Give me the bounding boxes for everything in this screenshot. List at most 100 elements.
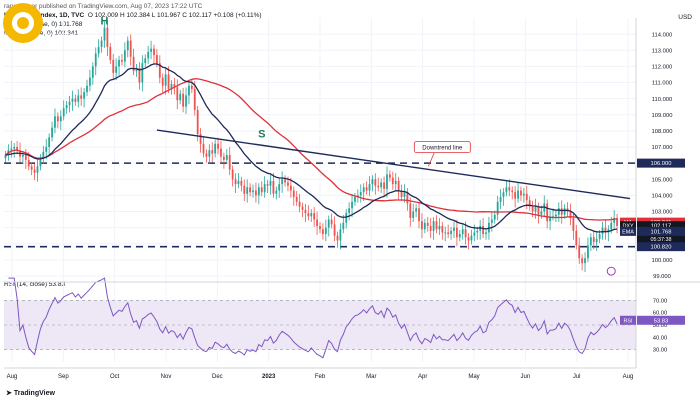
- candle: [432, 217, 435, 240]
- candle-body: [284, 179, 286, 183]
- candle-body: [330, 219, 333, 225]
- candle: [537, 202, 540, 224]
- candle: [234, 173, 237, 193]
- candle-body: [354, 196, 356, 202]
- candle: [560, 200, 563, 224]
- candle: [584, 252, 586, 272]
- price-tick-label: 112.000: [652, 65, 673, 71]
- candle-body: [86, 85, 88, 93]
- candle-body: [30, 166, 33, 170]
- candle-body: [249, 187, 252, 193]
- candle: [528, 196, 531, 211]
- price-label: EMA 101.768: [620, 226, 685, 236]
- candle-body: [228, 155, 231, 170]
- candle: [257, 183, 260, 205]
- candle-body: [348, 208, 351, 214]
- candle-body: [13, 147, 16, 149]
- candle: [476, 226, 479, 240]
- candle: [121, 53, 123, 66]
- rsi-tick-label: 70.00: [653, 298, 668, 304]
- downtrend-line: [156, 129, 631, 200]
- candle-body: [132, 56, 135, 72]
- candle-body: [319, 226, 321, 230]
- candle-body: [272, 180, 275, 194]
- candle: [569, 203, 572, 226]
- candle: [260, 181, 263, 197]
- candle-body: [450, 230, 452, 235]
- candle: [552, 208, 554, 221]
- candle-body: [560, 208, 563, 215]
- candle: [173, 78, 176, 95]
- candle-body: [83, 92, 85, 99]
- candle-body: [423, 222, 426, 230]
- price-tick-label: 103.000: [652, 210, 673, 216]
- candle-body: [461, 229, 464, 235]
- candle: [546, 199, 549, 229]
- candle-body: [138, 67, 141, 83]
- candle: [348, 202, 351, 221]
- candle: [74, 94, 77, 106]
- candle-body: [403, 192, 406, 197]
- candle: [42, 145, 45, 164]
- candle-body: [193, 88, 196, 110]
- candle-body: [217, 143, 219, 149]
- candle: [243, 179, 246, 202]
- candle-body: [123, 50, 126, 62]
- ema-20-line: [5, 63, 618, 233]
- candle: [601, 221, 604, 240]
- candle-body: [246, 187, 249, 194]
- candle-body: [214, 143, 217, 154]
- candle: [485, 228, 487, 240]
- candle: [444, 226, 447, 242]
- candle: [115, 58, 118, 81]
- candle: [275, 186, 278, 200]
- candle: [581, 254, 584, 271]
- candle: [217, 137, 219, 155]
- candle: [295, 191, 298, 206]
- candle: [391, 171, 394, 190]
- candle: [188, 81, 190, 105]
- candle-body: [374, 179, 377, 186]
- candle-body: [453, 227, 455, 231]
- candle: [470, 229, 473, 245]
- time-tick-label: Nov: [161, 374, 172, 380]
- horizontal-levels: [4, 162, 636, 248]
- tv-icon: ➤: [6, 390, 12, 397]
- candle-body: [109, 47, 112, 60]
- candle-body: [153, 48, 155, 56]
- candle: [33, 163, 36, 181]
- price-tick-label: 113.000: [652, 48, 673, 54]
- candle: [202, 135, 205, 158]
- candle: [109, 42, 112, 64]
- candle-body: [112, 59, 115, 73]
- candle: [36, 158, 39, 182]
- candle-body: [278, 184, 281, 191]
- candle: [397, 176, 400, 200]
- candle: [587, 237, 589, 263]
- candle-body: [517, 190, 519, 199]
- candle-body: [490, 219, 493, 223]
- candle: [383, 176, 385, 197]
- candle: [514, 186, 517, 208]
- shoulder-label: S: [258, 128, 265, 140]
- candles: [4, 19, 618, 272]
- candle-body: [292, 190, 295, 197]
- candle: [147, 45, 150, 64]
- candle: [578, 237, 581, 264]
- candle: [150, 40, 152, 60]
- candle-body: [322, 229, 324, 235]
- candle-body: [222, 156, 225, 160]
- candle-body: [103, 27, 106, 41]
- watermark-logo: [3, 3, 43, 43]
- candle-body: [604, 227, 607, 233]
- candle-body: [610, 222, 613, 230]
- candle: [511, 186, 514, 200]
- candle-body: [552, 216, 554, 218]
- candle: [225, 149, 228, 164]
- candle: [222, 152, 225, 169]
- candle: [144, 54, 147, 68]
- candle-body: [537, 206, 540, 215]
- price-tick-label: 105.000: [652, 177, 673, 183]
- symbol-title: U.S. Dollar Index, 1D, TVC O 102.009 H 1…: [4, 12, 262, 19]
